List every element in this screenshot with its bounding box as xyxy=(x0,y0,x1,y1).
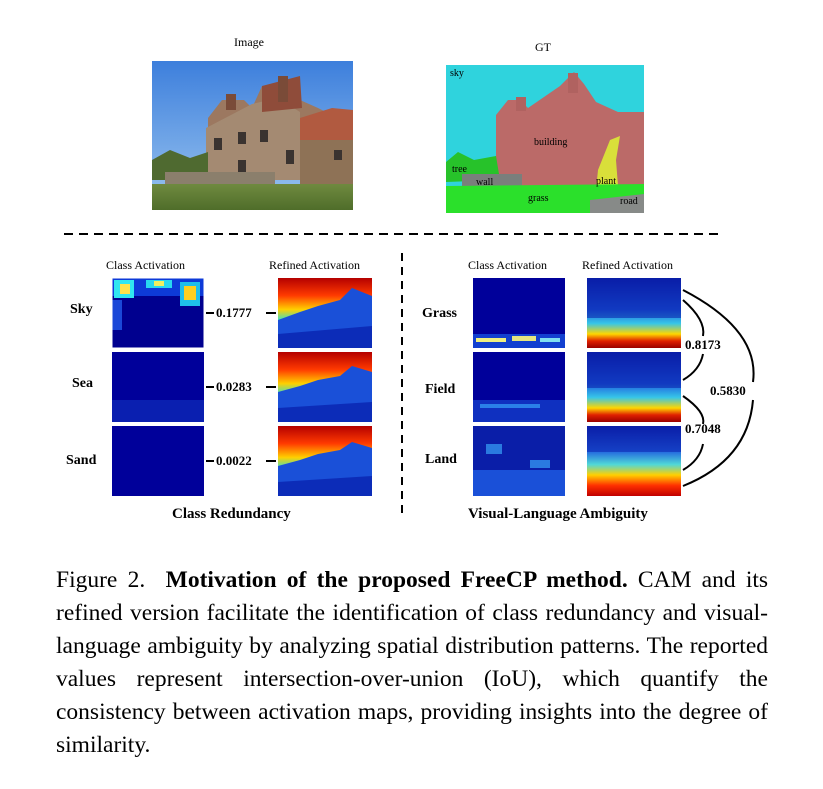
iou-grass-field: 0.8173 xyxy=(685,337,721,352)
gt-label-sky: sky xyxy=(450,68,464,79)
caption-bold: Motivation of the proposed FreeCP method… xyxy=(165,567,628,593)
left-col2-header: Refined Activation xyxy=(269,258,360,272)
right-col1-header: Class Activation xyxy=(468,258,547,272)
row-label-sea: Sea xyxy=(72,376,93,391)
right-class-activation-maps xyxy=(473,278,565,496)
row-label-field: Field xyxy=(425,382,456,397)
input-photo xyxy=(152,61,353,210)
left-col1-header: Class Activation xyxy=(106,258,185,272)
gt-label-grass: grass xyxy=(528,193,549,204)
left-iou-connectors xyxy=(206,312,276,462)
iou-field-land: 0.7048 xyxy=(685,421,721,436)
gt-label-road: road xyxy=(620,196,638,207)
image-label: Image xyxy=(234,35,264,49)
row-label-land: Land xyxy=(425,452,457,467)
section-title-class-redundancy: Class Redundancy xyxy=(172,506,291,522)
iou-sand: 0.0022 xyxy=(216,453,252,468)
gt-label-building: building xyxy=(534,137,568,148)
row-label-sand: Sand xyxy=(66,453,97,468)
row-label-grass: Grass xyxy=(422,306,457,321)
iou-sky: 0.1777 xyxy=(216,305,252,320)
caption-text: CAM and its refined version facilitate t… xyxy=(56,567,769,758)
gt-label-wall: wall xyxy=(476,177,494,188)
iou-grass-land: 0.5830 xyxy=(710,383,746,398)
caption-prefix: Figure 2. xyxy=(56,567,146,593)
left-refined-activation-maps xyxy=(278,278,372,496)
gt-label-plant: plant xyxy=(596,176,616,187)
iou-sea: 0.0283 xyxy=(216,379,252,394)
left-class-activation-maps xyxy=(111,277,205,496)
section-title-visual-language-ambiguity: Visual-Language Ambiguity xyxy=(468,506,648,522)
right-iou-arcs xyxy=(682,289,755,487)
row-label-sky: Sky xyxy=(70,302,93,317)
right-refined-activation-maps xyxy=(587,278,681,496)
gt-segmentation xyxy=(446,65,644,213)
right-col2-header: Refined Activation xyxy=(582,258,673,272)
figure-caption: Figure 2. Motivation of the proposed Fre… xyxy=(56,564,768,762)
gt-label: GT xyxy=(535,40,551,54)
gt-label-tree: tree xyxy=(452,164,467,175)
